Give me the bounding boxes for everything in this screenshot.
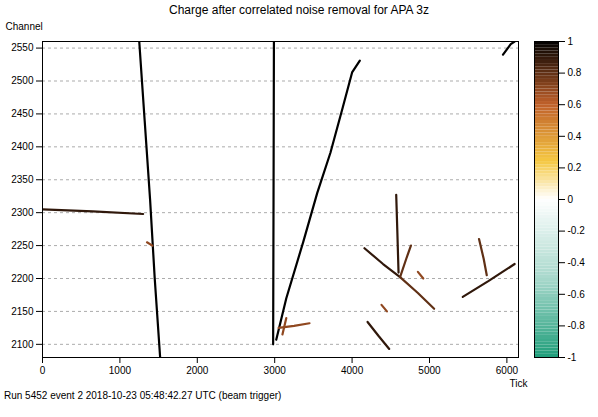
html-text:Charge after correlated noise: Charge after correlated noise removal fo…: [169, 3, 429, 17]
svg-text:2000: 2000: [186, 365, 209, 376]
svg-text:2150: 2150: [11, 306, 34, 317]
svg-text:2550: 2550: [11, 42, 34, 53]
svg-text:0.2: 0.2: [568, 162, 582, 173]
svg-text:1000: 1000: [109, 365, 132, 376]
svg-text:-0.6: -0.6: [568, 289, 586, 300]
svg-text:-0.8: -0.8: [568, 320, 586, 331]
svg-text:2250: 2250: [11, 240, 34, 251]
svg-text:0: 0: [40, 365, 46, 376]
svg-text:2300: 2300: [11, 207, 34, 218]
svg-text:0.6: 0.6: [568, 99, 582, 110]
svg-text:Tick: Tick: [510, 378, 529, 389]
svg-text:0: 0: [568, 194, 574, 205]
svg-text:2100: 2100: [11, 339, 34, 350]
svg-text:-0.2: -0.2: [568, 225, 586, 236]
svg-text:1: 1: [568, 36, 574, 47]
svg-text:6000: 6000: [496, 365, 519, 376]
svg-text:0.8: 0.8: [568, 67, 582, 78]
svg-text:5000: 5000: [418, 365, 441, 376]
html-text:Run 5452 event 2 2018-10-23 05: Run 5452 event 2 2018-10-23 05:48:42.27 …: [4, 390, 282, 401]
svg-text:2450: 2450: [11, 108, 34, 119]
svg-text:3000: 3000: [264, 365, 287, 376]
svg-text:2350: 2350: [11, 174, 34, 185]
svg-text:0.4: 0.4: [568, 131, 582, 142]
svg-text:Channel: Channel: [6, 21, 43, 32]
svg-text:4000: 4000: [341, 365, 364, 376]
svg-text:2200: 2200: [11, 273, 34, 284]
svg-text:-0.4: -0.4: [568, 257, 586, 268]
svg-text:2500: 2500: [11, 75, 34, 86]
svg-text:-1: -1: [568, 352, 577, 363]
svg-text:2400: 2400: [11, 141, 34, 152]
